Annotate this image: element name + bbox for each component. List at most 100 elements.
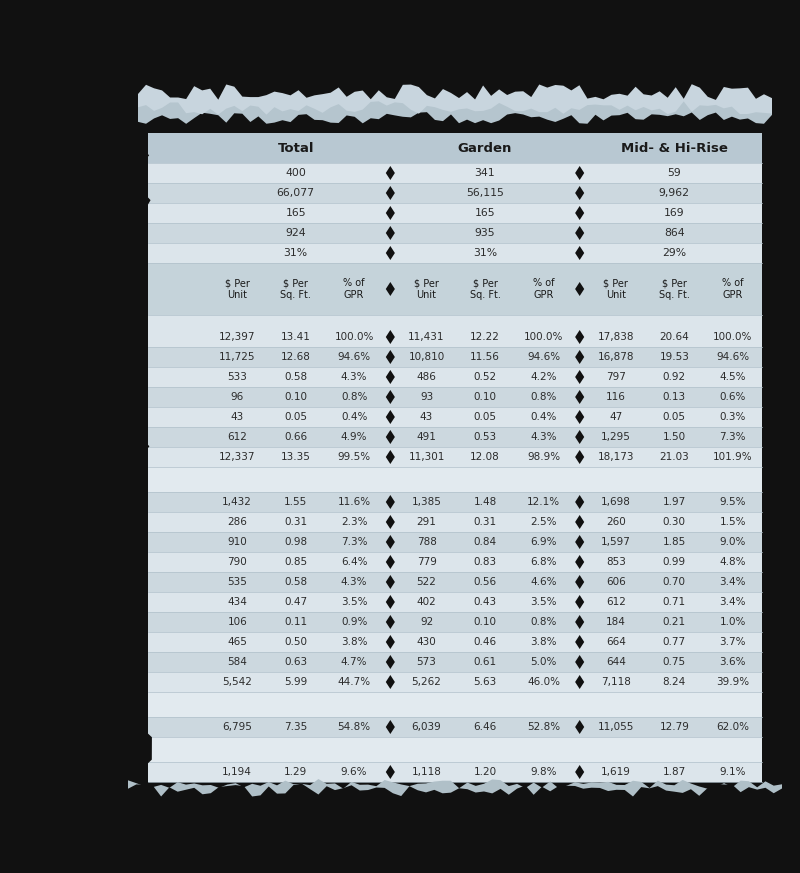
Polygon shape [386, 765, 395, 779]
Bar [148, 692, 762, 717]
Bar [148, 203, 762, 223]
Text: 39.9%: 39.9% [716, 677, 750, 687]
Bar [148, 512, 762, 532]
Text: 12.68: 12.68 [281, 352, 310, 362]
Polygon shape [138, 55, 772, 114]
Polygon shape [386, 655, 395, 669]
Polygon shape [386, 186, 395, 200]
Text: 0.71: 0.71 [662, 597, 686, 607]
Text: 0.85: 0.85 [284, 557, 307, 567]
Polygon shape [575, 595, 584, 609]
Text: 43: 43 [420, 412, 433, 422]
Text: 1.29: 1.29 [284, 767, 307, 777]
Text: 13.35: 13.35 [281, 452, 310, 462]
Text: 584: 584 [227, 657, 247, 667]
Text: 17,838: 17,838 [598, 332, 634, 342]
Text: 0.47: 0.47 [284, 597, 307, 607]
Bar [148, 327, 762, 347]
Text: $ Per
Sq. Ft.: $ Per Sq. Ft. [659, 278, 690, 299]
Polygon shape [575, 226, 584, 240]
Bar [148, 163, 762, 183]
Bar [148, 347, 762, 367]
Text: 1.87: 1.87 [662, 767, 686, 777]
Polygon shape [575, 495, 584, 509]
Bar [148, 467, 762, 492]
Text: 797: 797 [606, 372, 626, 382]
Text: 94.6%: 94.6% [716, 352, 750, 362]
Text: 4.3%: 4.3% [530, 432, 557, 442]
Text: 47: 47 [610, 412, 622, 422]
Text: 0.31: 0.31 [474, 517, 497, 527]
Text: 165: 165 [286, 208, 306, 218]
Text: 5.0%: 5.0% [530, 657, 557, 667]
Polygon shape [128, 784, 782, 873]
Polygon shape [575, 635, 584, 649]
Text: 0.31: 0.31 [284, 517, 307, 527]
Polygon shape [386, 555, 395, 569]
Bar [148, 492, 762, 512]
Text: 6,039: 6,039 [412, 722, 442, 732]
Text: 5.99: 5.99 [284, 677, 307, 687]
Text: 644: 644 [606, 657, 626, 667]
Polygon shape [575, 166, 584, 180]
Text: 10,810: 10,810 [409, 352, 445, 362]
Text: 3.6%: 3.6% [719, 657, 746, 667]
Text: 11,055: 11,055 [598, 722, 634, 732]
Text: 92: 92 [420, 617, 433, 627]
Polygon shape [386, 206, 395, 220]
Text: 533: 533 [227, 372, 247, 382]
Polygon shape [575, 765, 584, 779]
Text: 1.20: 1.20 [474, 767, 497, 777]
Bar [148, 223, 762, 243]
Polygon shape [762, 133, 800, 782]
Text: 0.05: 0.05 [284, 412, 307, 422]
Bar [148, 387, 762, 407]
Text: 1,432: 1,432 [222, 497, 252, 507]
Polygon shape [575, 675, 584, 689]
Text: 1.55: 1.55 [284, 497, 307, 507]
Text: 9.6%: 9.6% [341, 767, 367, 777]
Text: 5.63: 5.63 [474, 677, 497, 687]
Text: 2.5%: 2.5% [530, 517, 557, 527]
Text: 3.5%: 3.5% [341, 597, 367, 607]
Text: 29%: 29% [662, 248, 686, 258]
Text: 3.8%: 3.8% [341, 637, 367, 647]
Polygon shape [386, 430, 395, 444]
Text: 106: 106 [227, 617, 247, 627]
Text: 486: 486 [417, 372, 437, 382]
Text: 5,262: 5,262 [412, 677, 442, 687]
Text: $ Per
Sq. Ft.: $ Per Sq. Ft. [280, 278, 311, 299]
Text: $ Per
Unit: $ Per Unit [414, 278, 439, 299]
Polygon shape [386, 635, 395, 649]
Text: $ Per
Unit: $ Per Unit [603, 278, 628, 299]
Polygon shape [575, 282, 584, 296]
Text: 935: 935 [474, 228, 495, 238]
Text: 169: 169 [664, 208, 685, 218]
Polygon shape [386, 410, 395, 424]
Text: 402: 402 [417, 597, 437, 607]
Text: 20.64: 20.64 [659, 332, 690, 342]
Text: 0.21: 0.21 [662, 617, 686, 627]
Bar [148, 133, 762, 782]
Text: 0.3%: 0.3% [719, 412, 746, 422]
Text: 0.61: 0.61 [474, 657, 497, 667]
Text: 6.9%: 6.9% [530, 537, 557, 547]
Text: Total: Total [278, 141, 314, 155]
Polygon shape [575, 330, 584, 344]
Text: $ Per
Unit: $ Per Unit [225, 278, 250, 299]
Text: 44.7%: 44.7% [338, 677, 370, 687]
Text: 13.41: 13.41 [281, 332, 310, 342]
Text: 11,431: 11,431 [408, 332, 445, 342]
Bar [148, 717, 762, 737]
Text: 0.50: 0.50 [284, 637, 307, 647]
Text: 0.43: 0.43 [474, 597, 497, 607]
Text: 788: 788 [417, 537, 437, 547]
Text: 465: 465 [227, 637, 247, 647]
Polygon shape [386, 450, 395, 464]
Bar [148, 263, 762, 315]
Text: 4.2%: 4.2% [530, 372, 557, 382]
Text: 94.6%: 94.6% [527, 352, 560, 362]
Text: 31%: 31% [284, 248, 308, 258]
Bar [148, 447, 762, 467]
Polygon shape [575, 555, 584, 569]
